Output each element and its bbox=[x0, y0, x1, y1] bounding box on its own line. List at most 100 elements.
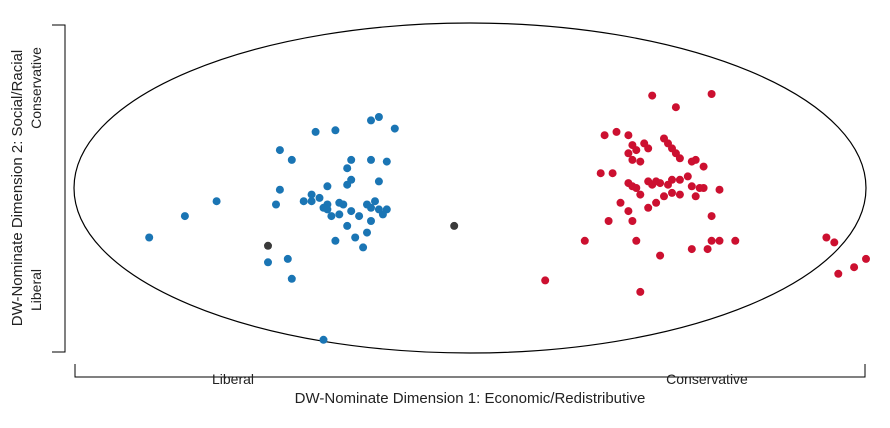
x-axis-label: DW-Nominate Dimension 1: Economic/Redist… bbox=[295, 390, 646, 407]
point-republican-57 bbox=[687, 245, 696, 254]
point-republican-44 bbox=[596, 169, 605, 178]
point-republican-16 bbox=[691, 155, 700, 164]
point-republican-18 bbox=[624, 149, 633, 158]
point-republican-45 bbox=[616, 198, 625, 207]
point-democrat-36 bbox=[351, 233, 360, 242]
point-republican-33 bbox=[632, 184, 641, 192]
point-republican-20 bbox=[636, 157, 645, 166]
point-republican-48 bbox=[604, 217, 613, 225]
point-republican-29 bbox=[687, 182, 696, 191]
point-republican-40 bbox=[691, 192, 700, 201]
point-republican-34 bbox=[636, 190, 645, 199]
y-end-label-liberal: Liberal bbox=[28, 269, 44, 311]
point-republican-0 bbox=[648, 91, 657, 100]
point-republican-9 bbox=[644, 144, 653, 153]
point-republican-52 bbox=[707, 236, 716, 245]
point-republican-46 bbox=[624, 207, 633, 216]
x-end-label-liberal: Liberal bbox=[212, 371, 254, 387]
point-republican-62 bbox=[834, 269, 843, 278]
point-republican-38 bbox=[668, 188, 676, 197]
point-democrat-9 bbox=[343, 164, 352, 173]
point-democrat-16 bbox=[307, 197, 316, 206]
point-democrat-8 bbox=[275, 146, 284, 155]
point-republican-3 bbox=[600, 131, 609, 140]
point-democrat-34 bbox=[331, 236, 340, 245]
point-republican-60 bbox=[862, 254, 870, 263]
point-democrat-6 bbox=[347, 155, 356, 164]
point-republican-19 bbox=[628, 155, 637, 164]
point-other-0 bbox=[264, 241, 272, 250]
point-democrat-20 bbox=[323, 205, 332, 214]
point-democrat-12 bbox=[323, 182, 332, 191]
point-democrat-47 bbox=[287, 274, 296, 283]
point-democrat-38 bbox=[378, 210, 387, 219]
point-democrat-14 bbox=[374, 177, 383, 186]
point-democrat-22 bbox=[339, 200, 348, 209]
point-democrat-42 bbox=[180, 212, 189, 221]
point-republican-64 bbox=[636, 287, 645, 296]
point-democrat-13 bbox=[343, 180, 352, 189]
point-democrat-32 bbox=[367, 217, 375, 225]
point-republican-36 bbox=[652, 198, 661, 207]
point-democrat-5 bbox=[287, 155, 296, 164]
point-republican-42 bbox=[715, 185, 724, 194]
point-republican-24 bbox=[656, 179, 665, 188]
point-democrat-25 bbox=[347, 207, 356, 216]
x-end-label-conservative: Conservative bbox=[666, 371, 748, 387]
point-democrat-23 bbox=[327, 212, 336, 221]
point-republican-50 bbox=[632, 236, 641, 245]
point-democrat-35 bbox=[343, 221, 352, 230]
point-republican-27 bbox=[675, 175, 684, 184]
point-democrat-1 bbox=[367, 116, 375, 125]
point-democrat-3 bbox=[311, 127, 320, 136]
point-republican-47 bbox=[628, 217, 637, 225]
point-democrat-37 bbox=[359, 243, 368, 252]
y-axis-label: DW-Nominate Dimension 2: Social/Racial bbox=[9, 50, 26, 327]
point-democrat-45 bbox=[275, 185, 284, 194]
point-republican-59 bbox=[830, 238, 839, 247]
point-democrat-28 bbox=[367, 203, 375, 212]
point-republican-5 bbox=[624, 131, 633, 140]
point-democrat-7 bbox=[367, 155, 375, 164]
point-democrat-40 bbox=[299, 197, 308, 206]
point-democrat-17 bbox=[315, 193, 324, 202]
point-republican-58 bbox=[822, 233, 831, 242]
point-democrat-10 bbox=[382, 157, 391, 166]
unit-ellipse bbox=[73, 22, 867, 354]
point-democrat-44 bbox=[264, 258, 272, 267]
point-democrat-33 bbox=[363, 228, 371, 237]
y-end-label-conservative: Conservative bbox=[28, 47, 44, 129]
y-axis-bracket bbox=[52, 24, 66, 353]
point-republican-49 bbox=[580, 236, 589, 245]
point-republican-4 bbox=[612, 127, 621, 136]
point-democrat-41 bbox=[212, 197, 221, 206]
point-republican-41 bbox=[699, 184, 708, 192]
point-democrat-24 bbox=[335, 210, 344, 219]
point-democrat-4 bbox=[331, 126, 340, 135]
point-republican-35 bbox=[644, 203, 653, 212]
point-republican-53 bbox=[715, 236, 724, 245]
point-republican-43 bbox=[608, 169, 617, 178]
point-democrat-0 bbox=[374, 113, 383, 121]
points-layer bbox=[145, 90, 870, 344]
point-republican-17 bbox=[699, 162, 708, 171]
point-democrat-39 bbox=[272, 200, 280, 209]
point-democrat-15 bbox=[307, 190, 316, 199]
point-democrat-46 bbox=[319, 335, 328, 344]
point-republican-14 bbox=[675, 154, 684, 163]
point-democrat-26 bbox=[355, 212, 364, 221]
point-republican-56 bbox=[703, 245, 712, 254]
point-democrat-43 bbox=[145, 233, 154, 242]
point-republican-1 bbox=[671, 103, 680, 112]
x-axis-bracket bbox=[74, 364, 866, 378]
axes bbox=[52, 24, 866, 378]
point-republican-2 bbox=[707, 90, 716, 98]
point-republican-7 bbox=[632, 146, 641, 155]
point-republican-61 bbox=[850, 263, 859, 272]
point-democrat-29 bbox=[371, 197, 379, 206]
point-republican-54 bbox=[731, 236, 740, 245]
point-democrat-2 bbox=[390, 124, 399, 133]
point-republican-39 bbox=[675, 190, 684, 199]
point-democrat-48 bbox=[283, 254, 292, 263]
